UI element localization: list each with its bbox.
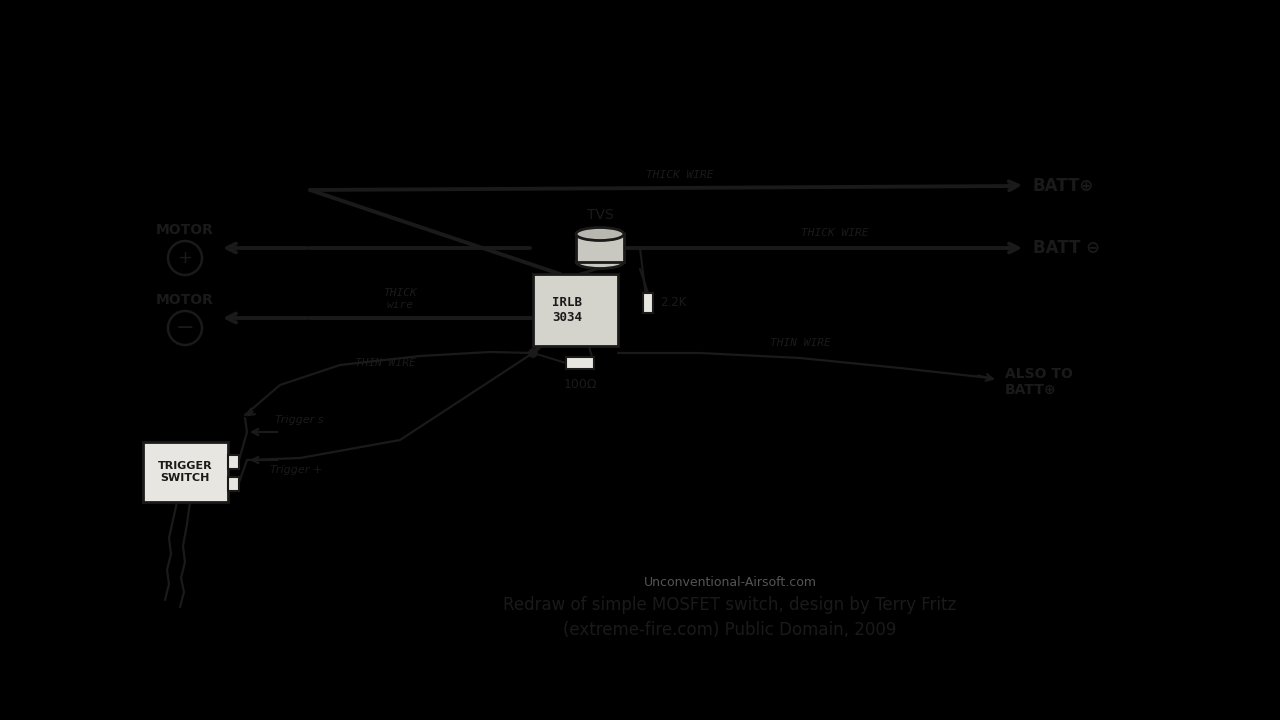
Text: THICK
wire: THICK wire: [383, 289, 417, 310]
Text: Redraw of simple MOSFET switch, design by Terry Fritz: Redraw of simple MOSFET switch, design b…: [503, 596, 956, 614]
Text: THIN WIRE: THIN WIRE: [769, 338, 831, 348]
Bar: [566, 357, 594, 369]
Circle shape: [529, 349, 538, 357]
Text: Unconventional-Airsoft.com: Unconventional-Airsoft.com: [644, 575, 817, 588]
Text: IRLB
3034: IRLB 3034: [552, 296, 582, 324]
Text: −: −: [175, 318, 195, 338]
Text: TRIGGER
SWITCH: TRIGGER SWITCH: [157, 462, 212, 483]
Text: THICK WIRE: THICK WIRE: [646, 170, 714, 180]
Text: TVS: TVS: [586, 208, 613, 222]
Text: +: +: [178, 249, 192, 267]
Bar: [643, 293, 653, 313]
Text: THIN WIRE: THIN WIRE: [355, 358, 416, 368]
Text: 2.2K: 2.2K: [660, 297, 686, 310]
Bar: [228, 477, 238, 491]
Ellipse shape: [576, 228, 625, 240]
Text: BATT⊕: BATT⊕: [1033, 177, 1094, 195]
Text: MOTOR: MOTOR: [156, 223, 214, 237]
Text: Trigger s: Trigger s: [275, 415, 324, 425]
Text: MOTOR: MOTOR: [156, 293, 214, 307]
Circle shape: [529, 349, 538, 357]
Text: Trigger +: Trigger +: [270, 465, 323, 475]
Text: ALSO TO
BATT⊕: ALSO TO BATT⊕: [1005, 367, 1073, 397]
Bar: [532, 274, 617, 346]
Text: (extreme-fire.com) Public Domain, 2009: (extreme-fire.com) Public Domain, 2009: [563, 621, 897, 639]
Text: BATT ⊖: BATT ⊖: [1033, 239, 1100, 257]
Bar: [228, 455, 238, 469]
Bar: [142, 442, 228, 502]
Ellipse shape: [576, 256, 625, 269]
Bar: [576, 234, 625, 262]
Text: THICK WIRE: THICK WIRE: [801, 228, 869, 238]
Text: 100Ω: 100Ω: [563, 378, 596, 391]
